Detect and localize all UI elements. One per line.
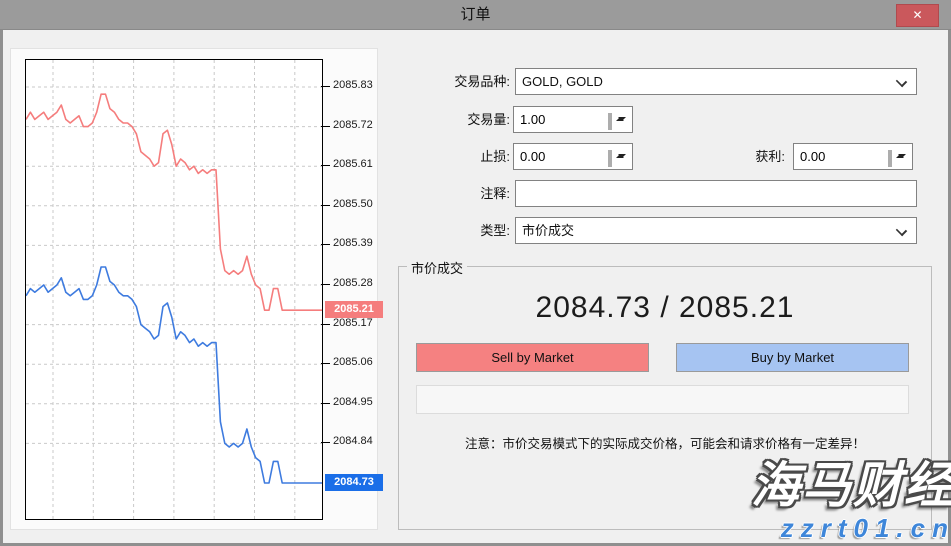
price-tick-label: 2085.28 — [321, 277, 373, 289]
takeprofit-label: 获利: — [755, 149, 785, 164]
ask-price-badge: 2085.21 — [325, 300, 383, 318]
tick-chart-panel: 2085.83 2085.72 2085.61 2085.50 2085.39 2085.… — [10, 48, 383, 530]
comment-label: 注释: — [480, 186, 510, 201]
close-icon: ✕ — [912, 8, 923, 22]
buy-by-market-button[interactable]: Buy by Market — [676, 343, 909, 372]
price-tick-label: 2085.17 — [321, 317, 373, 329]
takeprofit-value: 0.00 — [800, 149, 826, 164]
market-execution-group: 市价成交 2084.73 / 2085.21 Sell by Market Bu… — [398, 258, 932, 530]
group-legend: 市价成交 — [407, 258, 468, 277]
dialog-title: 订单 — [460, 6, 491, 23]
price-axis: 2085.83 2085.72 2085.61 2085.50 2085.39 2085.… — [11, 49, 383, 529]
price-tick-label: 2085.72 — [321, 119, 373, 131]
type-value: 市价成交 — [522, 223, 575, 238]
price-tick-label: 2085.61 — [321, 158, 373, 170]
price-tick-label: 2085.06 — [321, 356, 373, 368]
stoploss-value: 0.00 — [520, 149, 546, 164]
tick-chart-plot — [25, 59, 323, 520]
type-select[interactable]: 市价成交 — [515, 217, 917, 244]
close-button[interactable]: ✕ — [896, 4, 939, 27]
bid-ask-price: 2084.73 / 2085.21 — [535, 291, 795, 324]
type-label: 类型: — [480, 223, 510, 238]
price-tick-label: 2084.95 — [321, 396, 373, 408]
volume-down-button[interactable] — [610, 113, 626, 130]
sell-by-market-button[interactable]: Sell by Market — [416, 343, 649, 372]
symbol-select[interactable]: GOLD, GOLD — [515, 68, 917, 95]
stoploss-down-button[interactable] — [610, 150, 626, 167]
takeprofit-down-button[interactable] — [890, 150, 906, 167]
stoploss-label: 止损: — [480, 149, 510, 164]
down-arrow-icon — [618, 154, 626, 158]
bid-price-badge: 2084.73 — [325, 473, 383, 491]
volume-label: 交易量: — [467, 112, 510, 127]
volume-spin-buttons — [608, 109, 630, 130]
volume-value: 1.00 — [520, 112, 546, 127]
comment-field[interactable] — [515, 180, 917, 207]
price-tick-label: 2085.50 — [321, 198, 373, 210]
volume-stepper[interactable]: 1.00 — [513, 106, 633, 133]
down-arrow-icon — [618, 117, 626, 121]
symbol-value: GOLD, GOLD — [522, 74, 603, 89]
price-tick-label: 2085.83 — [321, 79, 373, 91]
price-tick-label: 2085.39 — [321, 237, 373, 249]
tick-chart-svg — [26, 60, 322, 519]
execution-note: 注意：市价交易模式下的实际成交价格，可能会和请求价格有一定差异！ — [464, 437, 865, 451]
stoploss-stepper[interactable]: 0.00 — [513, 143, 633, 170]
status-bar — [416, 385, 909, 414]
symbol-label: 交易品种: — [454, 74, 510, 89]
takeprofit-spin-buttons — [888, 146, 910, 167]
chevron-down-icon — [895, 75, 908, 88]
price-tick-label: 2084.84 — [321, 435, 373, 447]
titlebar[interactable]: 订单 ✕ — [0, 0, 951, 30]
down-arrow-icon — [898, 154, 906, 158]
chevron-down-icon — [895, 224, 908, 237]
takeprofit-stepper[interactable]: 0.00 — [793, 143, 913, 170]
stoploss-spin-buttons — [608, 146, 630, 167]
